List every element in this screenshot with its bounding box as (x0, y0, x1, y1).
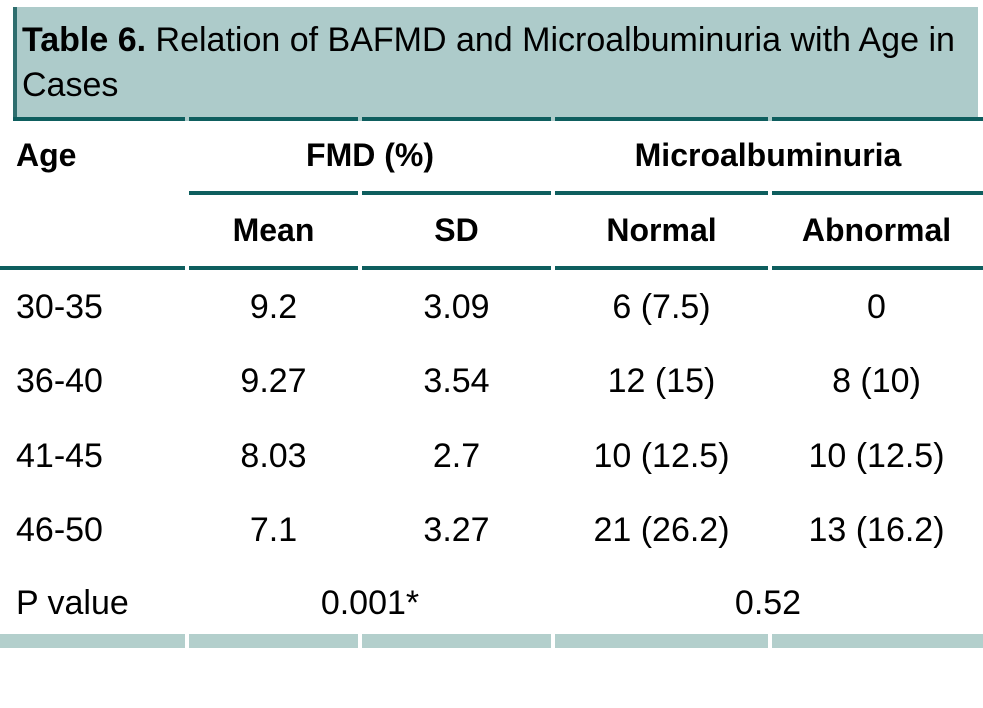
rule-segment (555, 266, 768, 270)
cell-abnormal: 10 (12.5) (808, 436, 945, 475)
table-title: Table 6. Relation of BAFMD and Microalbu… (17, 7, 978, 108)
cell-sd: 2.7 (432, 436, 481, 475)
rule-segment (772, 191, 983, 195)
cell-mean: 9.27 (240, 361, 307, 400)
bar-segment (0, 634, 185, 648)
bar-segment (362, 634, 551, 648)
cell-normal: 12 (15) (607, 361, 716, 400)
cell-normal: 6 (7.5) (612, 287, 711, 326)
rule-segment (555, 117, 768, 121)
cell-sd: 3.09 (423, 287, 490, 326)
cell-age: 46-50 (16, 510, 103, 549)
cell-normal: 10 (12.5) (593, 436, 730, 475)
p-value-micro: 0.52 (734, 583, 802, 622)
rule-segment (362, 117, 551, 121)
cell-abnormal: 13 (16.2) (808, 510, 945, 549)
table-number: Table 6. (22, 21, 147, 59)
bar-segment (555, 634, 768, 648)
header-mean: Mean (232, 211, 315, 248)
cell-sd: 3.27 (423, 510, 490, 549)
cell-mean: 9.2 (249, 287, 298, 326)
header-abnormal: Abnormal (801, 211, 952, 248)
header-micro-group: Microalbuminuria (634, 136, 902, 173)
table-title-text: Relation of BAFMD and Microalbuminuria w… (22, 21, 955, 104)
cell-mean: 8.03 (240, 436, 307, 475)
header-sd: SD (434, 211, 479, 248)
rule-segment (772, 266, 983, 270)
header-normal: Normal (606, 211, 717, 248)
cell-normal: 21 (26.2) (593, 510, 730, 549)
header-row-groups: Age FMD (%) Microalbuminuria (0, 121, 983, 189)
rule-segment (189, 117, 358, 121)
rule-segment (13, 117, 185, 121)
table-row: 30-35 9.2 3.09 6 (7.5) 0 (0, 270, 983, 344)
cell-age: 36-40 (16, 361, 103, 400)
cell-sd: 3.54 (423, 361, 490, 400)
cell-age: 41-45 (16, 436, 103, 475)
bar-segment (772, 634, 983, 648)
header-age: Age (16, 136, 77, 173)
table-row: 36-40 9.27 3.54 12 (15) 8 (10) (0, 344, 983, 418)
table-title-band: Table 6. Relation of BAFMD and Microalbu… (13, 7, 978, 121)
rule-segment (362, 266, 551, 270)
p-value-row: P value 0.001* 0.52 (0, 569, 983, 637)
p-value-label: P value (16, 583, 129, 622)
table-row: 41-45 8.03 2.7 10 (12.5) 10 (12.5) (0, 418, 983, 494)
cell-abnormal: 8 (10) (832, 361, 921, 400)
rule-segment (189, 191, 358, 195)
p-value-fmd: 0.001* (320, 583, 420, 622)
cell-age: 30-35 (16, 287, 103, 326)
header-fmd-group: FMD (%) (306, 136, 434, 173)
rule-segment (772, 117, 983, 121)
cell-mean: 7.1 (249, 510, 298, 549)
rule-segment (0, 266, 185, 270)
bar-segment (189, 634, 358, 648)
rule-segment (189, 266, 358, 270)
rule-segment (362, 191, 551, 195)
table-row: 46-50 7.1 3.27 21 (26.2) 13 (16.2) (0, 494, 983, 566)
rule-segment (555, 191, 768, 195)
cell-abnormal: 0 (867, 287, 886, 326)
header-row-subcolumns: Mean SD Normal Abnormal (0, 195, 983, 265)
